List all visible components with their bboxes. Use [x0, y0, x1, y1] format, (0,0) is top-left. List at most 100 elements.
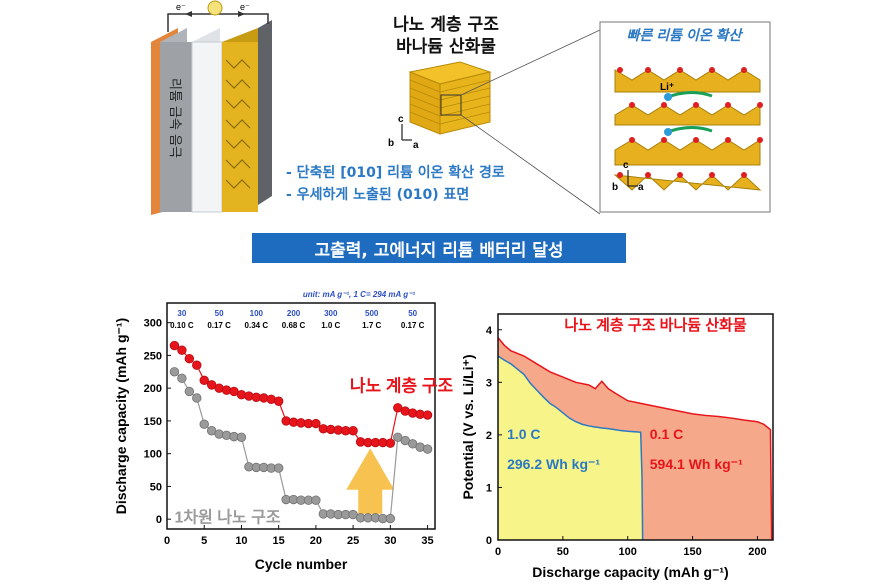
inset-axis-c: c [623, 160, 629, 171]
area-1-0c [498, 356, 643, 540]
data-point [273, 396, 284, 406]
y-tick-label: 4 [486, 325, 493, 337]
rate-c-label: 0.34 C [245, 321, 269, 330]
rate-c-label: 0.68 C [282, 321, 306, 330]
x-axis-label: Cycle number [255, 556, 348, 572]
y-tick-label: 0 [486, 535, 492, 547]
data-point [385, 438, 396, 448]
x-tick-label: 100 [619, 546, 637, 558]
unit-note: unit: mA g⁻¹, 1 C= 294 mA g⁻¹ [303, 290, 415, 299]
x-tick-label: 35 [421, 535, 433, 547]
rate-c-label: 0.10 C [170, 321, 194, 330]
electron-label-left: e⁻ [176, 2, 186, 12]
data-point [311, 418, 321, 429]
material-title-line2: 바나듐 산화물 [396, 37, 496, 57]
x-tick-label: 15 [273, 535, 285, 547]
data-point [311, 495, 321, 505]
data-point [385, 513, 396, 524]
y-tick-label: 2 [486, 430, 492, 442]
x-tick-label: 50 [557, 546, 569, 558]
lithium-anode-front [160, 42, 192, 212]
zoom-box [440, 94, 462, 116]
rate-c-label: 1.7 C [362, 321, 381, 330]
y-tick-label: 0 [156, 514, 162, 526]
y-axis-label: Potential (V vs. Li/Li⁺) [460, 354, 476, 499]
y-tick-label: 100 [144, 449, 162, 461]
data-point [348, 426, 358, 436]
y-tick-label: 250 [144, 350, 162, 362]
rate-current-label: 300 [324, 309, 338, 318]
label-1-0c: 1.0 C [507, 426, 540, 442]
x-tick-label: 200 [748, 546, 766, 558]
data-point [184, 353, 195, 364]
li-ion-label: Li⁺ [660, 82, 674, 93]
data-point [199, 375, 209, 385]
data-point [169, 340, 180, 351]
rate-c-label: 0.17 C [401, 321, 425, 330]
y-tick-label: 1 [486, 482, 492, 494]
curve-1-0c [497, 355, 644, 541]
feature-diffusion-path: - 단축된 [010] 리튬 이온 확산 경로 [286, 165, 505, 181]
plot-frame [166, 302, 436, 530]
light-bulb-icon [207, 0, 223, 16]
curve-0-1c [497, 337, 773, 541]
electron-arrow-left-icon [185, 11, 192, 17]
rate-current-label: 100 [250, 309, 264, 318]
crystal-axes [401, 124, 412, 141]
rate-current-label: 200 [287, 309, 301, 318]
inset-axis-a: a [638, 182, 644, 193]
material-title-line1: 나노 계층 구조 [393, 15, 499, 35]
chart-title: 나노 계층 구조 바나듐 산화물 [564, 316, 746, 334]
data-point [236, 432, 247, 442]
feature-exposed-surface: - 우세하게 노출된 (010) 표면 [286, 187, 470, 203]
data-point [199, 419, 209, 429]
data-point [273, 463, 284, 473]
x-tick-label: 0 [164, 535, 170, 547]
legend-nano-hierarchical: 나노 계층 구조 [350, 376, 454, 395]
legend-1d-nano: 1차원 나노 구조 [174, 508, 280, 526]
axis-c-label: c [398, 114, 404, 125]
energy-0-1c: 594.1 Wh kg⁻¹ [650, 456, 743, 472]
current-collector-right [258, 20, 272, 205]
anode-label: 리튬 금속 음극 [167, 78, 182, 158]
x-axis-label: Discharge capacity (mAh g⁻¹) [532, 564, 728, 580]
cathode-layer [222, 42, 258, 212]
data-point [192, 393, 202, 403]
axis-a-label: a [413, 140, 419, 151]
y-tick-label: 200 [144, 383, 162, 395]
x-tick-label: 30 [384, 535, 396, 547]
axis-b-label: b [388, 138, 394, 149]
data-point [422, 444, 433, 454]
discharge-curve-chart: 0 50 100 150 200 0 1 2 3 4 Discharge capacity (mAh… [460, 313, 774, 580]
inset-axis-b: b [612, 182, 618, 193]
data-point [177, 373, 187, 384]
inset-lattice-illustration [613, 67, 763, 191]
data-point [192, 360, 202, 370]
electron-label-right: e⁻ [240, 2, 250, 12]
energy-1-0c: 296.2 Wh kg⁻¹ [507, 456, 600, 472]
x-tick-label: 25 [347, 535, 359, 547]
x-tick-label: 0 [495, 546, 501, 558]
label-0-1c: 0.1 C [650, 426, 683, 442]
rate-current-label: 500 [365, 309, 379, 318]
x-tick-label: 10 [235, 535, 247, 547]
x-tick-label: 20 [310, 535, 322, 547]
rate-current-label: 50 [215, 309, 224, 318]
battery-schematic: e⁻ e⁻ 리튬 금속 음극 c b a [151, 0, 771, 215]
inset-title: 빠른 리튬 이온 확산 [627, 27, 744, 43]
rate-capability-chart: 0 5 10 15 20 25 30 35 0 50 100 150 200 250 300 Cycle nu… [113, 290, 454, 572]
y-tick-label: 150 [144, 416, 162, 428]
x-tick-label: 150 [683, 546, 701, 558]
y-tick-label: 3 [486, 377, 492, 389]
improvement-arrow [346, 448, 395, 514]
battery-cell-illustration [151, 0, 272, 215]
summary-banner: 고출력, 고에너지 리튬 배터리 달성 [252, 233, 626, 263]
electron-arrow-right-icon [238, 11, 245, 17]
y-tick-label: 300 [144, 318, 162, 330]
y-tick-label: 50 [150, 481, 162, 493]
rate-current-label: 50 [408, 309, 417, 318]
x-tick-label: 5 [201, 535, 207, 547]
y-axis-label: Discharge capacity (mAh g⁻¹) [113, 318, 129, 514]
crystal-stack-illustration [408, 29, 601, 215]
rate-c-label: 1.0 C [321, 321, 340, 330]
